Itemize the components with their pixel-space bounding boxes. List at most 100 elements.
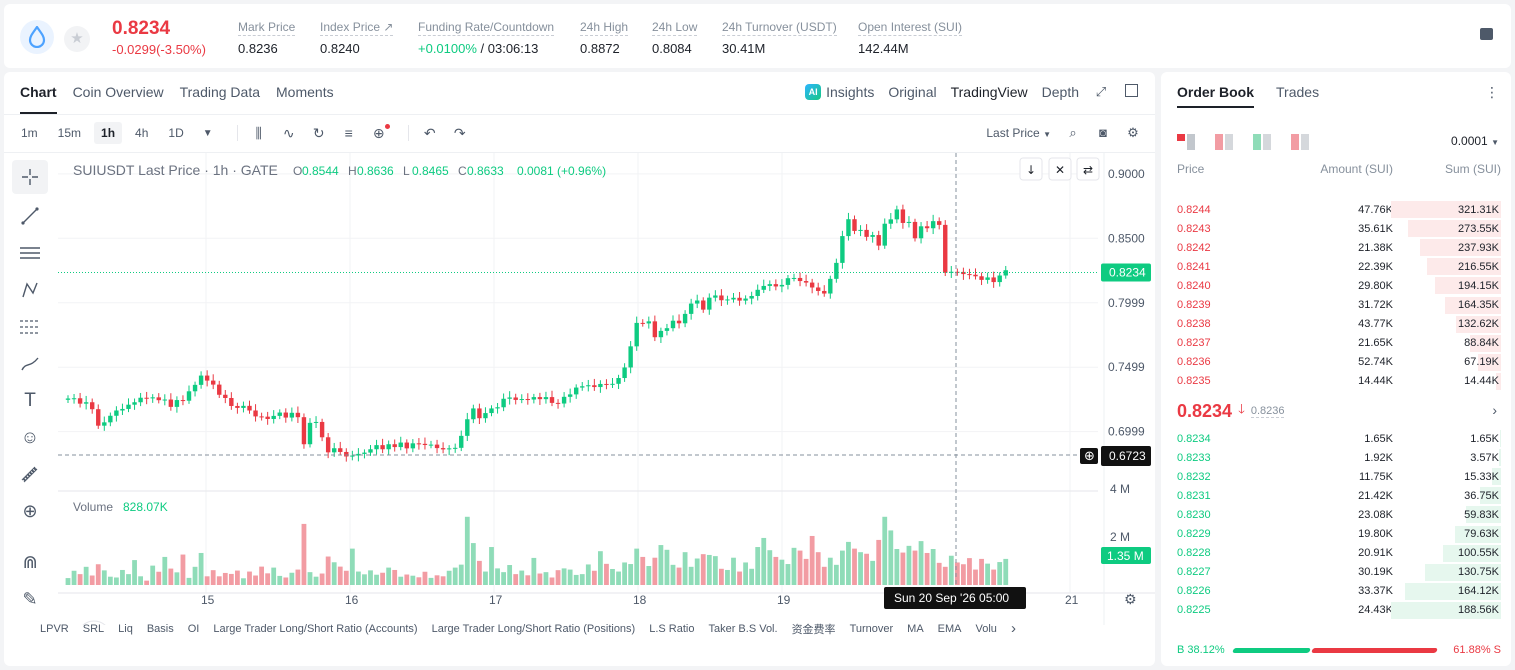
- ask-row[interactable]: 0.8236 52.74K 67.19K: [1177, 353, 1501, 372]
- settings-gear-icon[interactable]: ⚙: [1127, 125, 1139, 140]
- bid-row[interactable]: 0.8228 20.91K 100.55K: [1177, 544, 1501, 563]
- indicator-7[interactable]: L.S Ratio: [649, 622, 695, 635]
- hide-legend-icon-bg[interactable]: [1048, 157, 1072, 181]
- redo-icon[interactable]: ↷: [453, 124, 466, 141]
- tab-moments[interactable]: Moments: [276, 84, 334, 100]
- ask-row[interactable]: 0.8240 29.80K 194.15K: [1177, 276, 1501, 295]
- stat-funding-rate[interactable]: Funding Rate/Countdown +0.0100% / 03:06:1…: [418, 20, 555, 56]
- bid-row[interactable]: 0.8233 1.92K 3.57K: [1177, 448, 1501, 467]
- add-alert-icon[interactable]: ⊕: [1084, 449, 1095, 464]
- indicator-9[interactable]: 资金费率: [791, 623, 836, 636]
- camera-icon[interactable]: ◙: [1099, 125, 1107, 140]
- volume-bar: [954, 562, 960, 585]
- indicator-11[interactable]: MA: [907, 622, 924, 635]
- indicator-0[interactable]: LPVR: [40, 622, 69, 635]
- indicator-2[interactable]: Liq: [118, 622, 133, 635]
- favorite-star-icon[interactable]: ★: [64, 26, 90, 52]
- sync-icon[interactable]: ⇄: [1083, 163, 1093, 177]
- brush-tool-icon[interactable]: [12, 345, 48, 382]
- ruler-tool-icon[interactable]: [12, 456, 48, 493]
- templates-icon[interactable]: ≡: [344, 125, 353, 141]
- undo-icon[interactable]: ↶: [423, 124, 436, 141]
- add-alert-bg[interactable]: [1080, 448, 1098, 464]
- interval-dropdown-icon[interactable]: ▼: [202, 127, 213, 139]
- ask-row[interactable]: 0.8235 14.44K 14.44K: [1177, 372, 1501, 391]
- bid-row[interactable]: 0.8231 21.42K 36.75K: [1177, 486, 1501, 505]
- search-icon[interactable]: ⌕: [1069, 125, 1077, 140]
- indicator-13[interactable]: Volu: [975, 622, 997, 635]
- interval-15m[interactable]: 15m: [57, 126, 82, 140]
- indicator-6[interactable]: Large Trader Long/Short Ratio (Positions…: [431, 622, 636, 635]
- ask-row[interactable]: 0.8238 43.77K 132.62K: [1177, 315, 1501, 334]
- bid-row[interactable]: 0.8226 33.37K 164.12K: [1177, 582, 1501, 601]
- magnet-tool-icon[interactable]: ⋒: [22, 552, 38, 572]
- tab-trading-data[interactable]: Trading Data: [179, 84, 261, 100]
- indicator-10[interactable]: Turnover: [849, 622, 894, 635]
- text-tool-icon[interactable]: T: [24, 389, 36, 411]
- zoom-tool-icon[interactable]: ⊕: [22, 501, 38, 521]
- indicators-icon[interactable]: ∿: [282, 124, 295, 141]
- pencil-lock-tool-icon[interactable]: ✎: [22, 589, 38, 609]
- price-chart[interactable]: 0.9000 0.8500 0.7999 0.7499 0.6999 0.8234 0.67…: [58, 153, 1155, 625]
- layout-buys-icon[interactable]: [1253, 134, 1271, 150]
- crosshair-tool-icon[interactable]: [12, 160, 48, 194]
- sync-icon-bg[interactable]: [1076, 157, 1100, 181]
- precision-select[interactable]: 0.0001 ▼: [1451, 134, 1499, 148]
- tab-coin-overview[interactable]: Coin Overview: [72, 84, 164, 100]
- indicator-5[interactable]: Large Trader Long/Short Ratio (Accounts): [213, 622, 418, 635]
- ask-row[interactable]: 0.8244 47.76K 321.31K: [1177, 200, 1501, 219]
- interval-1d[interactable]: 1D: [168, 126, 184, 140]
- candle-type-icon[interactable]: ⫼: [255, 124, 262, 141]
- insights-button[interactable]: AI Insights: [805, 84, 874, 100]
- bid-row[interactable]: 0.8232 11.75K 15.33K: [1177, 467, 1501, 486]
- bid-row[interactable]: 0.8227 30.19K 130.75K: [1177, 563, 1501, 582]
- volume-bar: [579, 574, 585, 585]
- stat-index-price[interactable]: Index Price ↗ 0.8240: [320, 20, 394, 56]
- ask-row[interactable]: 0.8242 21.38K 237.93K: [1177, 238, 1501, 257]
- bid-row[interactable]: 0.8225 24.43K 188.56K: [1177, 601, 1501, 620]
- replay-icon[interactable]: ↻: [312, 124, 325, 141]
- tab-order-book[interactable]: Order Book: [1177, 84, 1255, 108]
- collapse-legend-icon[interactable]: ↓: [1026, 163, 1036, 177]
- bid-row[interactable]: 0.8234 1.65K 1.65K: [1177, 429, 1501, 448]
- layout-both-icon[interactable]: [1177, 134, 1195, 150]
- window-icon[interactable]: [1123, 84, 1139, 100]
- indicator-4[interactable]: OI: [187, 622, 200, 635]
- tab-original[interactable]: Original: [888, 84, 937, 100]
- ask-row[interactable]: 0.8243 35.61K 273.55K: [1177, 219, 1501, 238]
- ask-row[interactable]: 0.8239 31.72K 164.35K: [1177, 296, 1501, 315]
- interval-4h[interactable]: 4h: [135, 126, 149, 140]
- scroll-right-icon[interactable]: ›: [1010, 620, 1016, 637]
- indicator-3[interactable]: Basis: [146, 622, 174, 635]
- indicator-1[interactable]: SRL: [82, 622, 105, 635]
- layout-sells-icon[interactable]: [1215, 134, 1233, 150]
- expand-icon[interactable]: ⤢: [1095, 84, 1107, 99]
- ask-row[interactable]: 0.8241 22.39K 216.55K: [1177, 257, 1501, 276]
- trendline-tool-icon[interactable]: [12, 197, 48, 234]
- emoji-tool-icon[interactable]: ☺: [20, 427, 40, 447]
- chart-settings-icon[interactable]: ⚙: [1124, 592, 1137, 608]
- more-menu-icon[interactable]: ⋮: [1485, 84, 1499, 100]
- tab-trades[interactable]: Trades: [1276, 84, 1320, 100]
- ask-row[interactable]: 0.8237 21.65K 88.84K: [1177, 334, 1501, 353]
- interval-1h[interactable]: 1h: [94, 122, 123, 144]
- collapse-legend-icon-bg[interactable]: [1019, 157, 1043, 181]
- chevron-right-icon[interactable]: ›: [1492, 402, 1497, 418]
- stat-mark-price[interactable]: Mark Price 0.8236: [238, 20, 296, 56]
- book-icon[interactable]: [1480, 28, 1493, 40]
- bid-row[interactable]: 0.8230 23.08K 59.83K: [1177, 505, 1501, 524]
- parallel-lines-tool-icon[interactable]: [12, 234, 48, 271]
- tab-chart[interactable]: Chart: [20, 84, 57, 114]
- interval-1m[interactable]: 1m: [21, 126, 38, 140]
- indicator-12[interactable]: EMA: [937, 622, 962, 635]
- indicator-8[interactable]: Taker B.S Vol.: [708, 622, 778, 635]
- add-indicator-icon[interactable]: ⊕: [368, 123, 390, 142]
- hide-legend-icon[interactable]: ✕: [1055, 163, 1065, 177]
- tab-depth[interactable]: Depth: [1041, 84, 1079, 100]
- bid-row[interactable]: 0.8229 19.80K 79.63K: [1177, 525, 1501, 544]
- fib-tool-icon[interactable]: [12, 308, 48, 345]
- price-type-select[interactable]: Last Price ▼: [986, 126, 1051, 140]
- pattern-tool-icon[interactable]: [12, 271, 48, 308]
- tab-tradingview[interactable]: TradingView: [950, 84, 1028, 100]
- layout-mixed-icon[interactable]: [1291, 134, 1309, 150]
